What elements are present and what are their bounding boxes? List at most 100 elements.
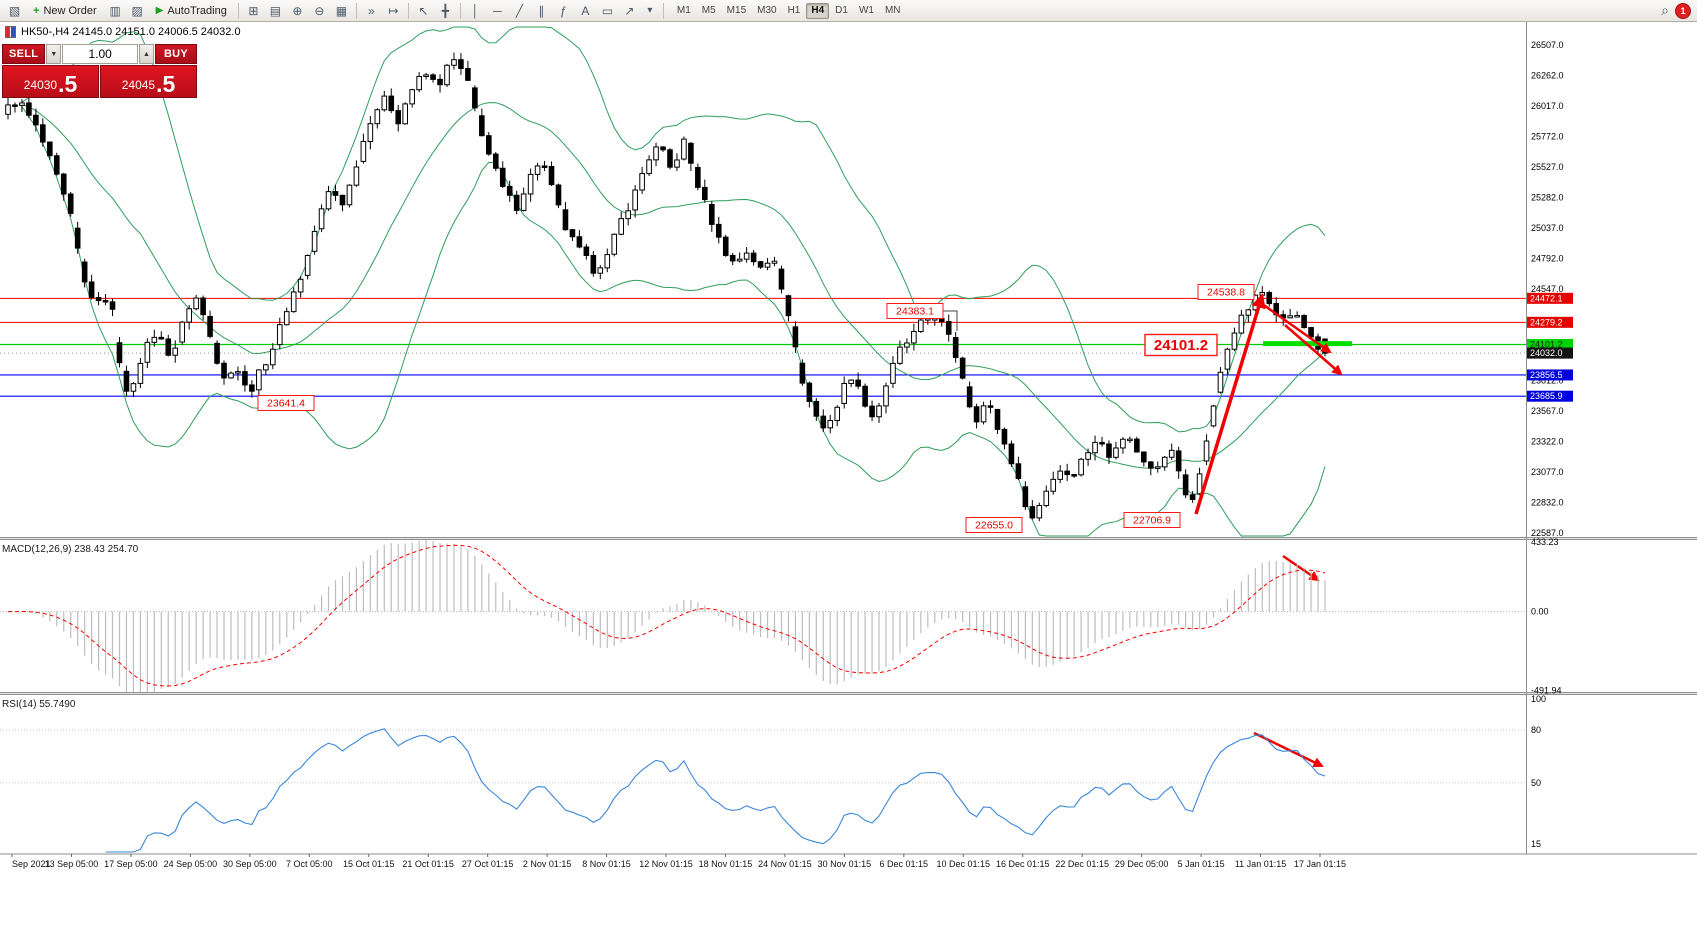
buy-price-main: 24045 (121, 78, 156, 92)
vertical-line-tool-icon[interactable]: │ (471, 3, 480, 18)
cursor-icon[interactable]: ↖ (418, 3, 429, 18)
svg-text:24 Nov 01:15: 24 Nov 01:15 (758, 859, 812, 869)
svg-text:8 Nov 01:15: 8 Nov 01:15 (582, 859, 631, 869)
svg-text:23077.0: 23077.0 (1531, 467, 1564, 477)
svg-text:RSI(14) 55.7490: RSI(14) 55.7490 (2, 699, 76, 710)
svg-text:30 Sep 05:00: 30 Sep 05:00 (223, 859, 277, 869)
svg-text:50: 50 (1531, 778, 1541, 788)
tile-windows-icon[interactable]: ▦ (335, 3, 348, 18)
arrows-tool-icon[interactable]: ↗ (624, 3, 635, 18)
chart-window-icon[interactable]: ▤ (269, 3, 282, 18)
macd-panel: 433.23 0.00 -491.94 MACD(12,26,9) 238.43 25… (0, 537, 1562, 696)
bollinger-bands (21, 26, 1326, 537)
buy-price-button[interactable]: 24045 .5 (100, 65, 197, 98)
svg-text:25282.0: 25282.0 (1531, 192, 1564, 202)
text-tool-icon[interactable]: A (581, 3, 590, 18)
autotrading-label: AutoTrading (167, 4, 227, 17)
timeframe-h1[interactable]: H1 (783, 3, 806, 19)
new-order-button[interactable]: + New Order (26, 2, 104, 20)
svg-text:26017.0: 26017.0 (1531, 101, 1564, 111)
autotrading-button[interactable]: ▶ AutoTrading (149, 2, 234, 20)
chart-region: 24538.8 24383.1 24101.2 23641.4 22655.0 22706… (0, 22, 1697, 943)
svg-text:22706.9: 22706.9 (1133, 515, 1171, 527)
svg-text:24101.2: 24101.2 (1530, 339, 1563, 349)
label-tool-icon[interactable]: ▭ (601, 3, 614, 18)
channel-tool-icon[interactable]: ∥ (538, 3, 545, 18)
timeframe-m1[interactable]: M1 (672, 3, 696, 19)
svg-text:2 Nov 01:15: 2 Nov 01:15 (523, 859, 572, 869)
plus-icon: + (33, 4, 40, 17)
symbol-ohlc-text: HK50-,H4 24145.0 24151.0 24006.5 24032.0 (21, 26, 241, 38)
timeframe-m5[interactable]: M5 (697, 3, 721, 19)
sell-button[interactable]: SELL (2, 44, 46, 64)
svg-text:23567.0: 23567.0 (1531, 406, 1564, 416)
svg-text:12 Nov 01:15: 12 Nov 01:15 (639, 859, 693, 869)
svg-text:30 Nov 01:15: 30 Nov 01:15 (818, 859, 872, 869)
svg-text:23641.4: 23641.4 (267, 398, 305, 410)
toolbar-right: ⌕ 1 (1661, 2, 1693, 19)
svg-text:5 Jan 01:15: 5 Jan 01:15 (1178, 859, 1225, 869)
sell-price-button[interactable]: 24030 .5 (2, 65, 99, 98)
chart-shift-icon[interactable]: ↦ (388, 3, 399, 18)
toolbar: ▧ + New Order ▥ ▨ ▶ AutoTrading ⊞ ▤ ⊕ ⊖ … (0, 0, 1697, 22)
symbol-info: HK50-,H4 24145.0 24151.0 24006.5 24032.0 (5, 26, 241, 38)
svg-text:24 Sep 05:00: 24 Sep 05:00 (164, 859, 218, 869)
svg-text:22 Dec 01:15: 22 Dec 01:15 (1055, 859, 1109, 869)
chart-type-icon (5, 26, 16, 38)
chevron-down-icon[interactable]: ▾ (647, 5, 653, 16)
buy-button[interactable]: BUY (155, 44, 197, 64)
profiles-icon[interactable]: ▨ (131, 3, 143, 18)
timeframe-d1[interactable]: D1 (830, 3, 853, 19)
auto-scroll-icon[interactable]: » (368, 3, 375, 18)
svg-text:25527.0: 25527.0 (1531, 162, 1564, 172)
svg-text:-491.94: -491.94 (1531, 686, 1562, 696)
volume-decrement-button[interactable]: ▼ (46, 44, 62, 64)
chart-canvas[interactable]: 24538.8 24383.1 24101.2 23641.4 22655.0 22706… (0, 22, 1697, 943)
toolbar-separator (237, 2, 239, 19)
svg-text:23812.0: 23812.0 (1531, 375, 1564, 385)
search-icon[interactable]: ⌕ (1661, 2, 1669, 18)
svg-text:22832.0: 22832.0 (1531, 497, 1564, 507)
horizontal-line-tool-icon[interactable]: ─ (493, 3, 502, 18)
trade-prices-row: 24030 .5 24045 .5 (2, 65, 197, 98)
zoom-in-icon[interactable]: ⊕ (292, 3, 303, 18)
timeframe-w1[interactable]: W1 (854, 3, 879, 19)
svg-text:10 Dec 01:15: 10 Dec 01:15 (936, 859, 990, 869)
zoom-out-icon[interactable]: ⊖ (314, 3, 325, 18)
svg-text:433.23: 433.23 (1531, 537, 1559, 547)
timeframe-h4[interactable]: H4 (806, 2, 830, 19)
svg-text:21 Oct 01:15: 21 Oct 01:15 (402, 859, 454, 869)
trendline-tool-icon[interactable]: ╱ (515, 3, 523, 18)
new-order-label: New Order (43, 4, 97, 17)
volume-increment-button[interactable]: ▲ (139, 44, 154, 64)
notification-badge[interactable]: 1 (1675, 2, 1691, 19)
svg-text:22655.0: 22655.0 (975, 520, 1013, 532)
toolbar-separator (662, 2, 664, 19)
toolbar-separator (407, 2, 409, 19)
crosshair-icon[interactable]: ╋ (441, 3, 449, 18)
svg-text:24279.2: 24279.2 (1530, 317, 1563, 327)
svg-text:25772.0: 25772.0 (1531, 131, 1564, 141)
price-axis: 26507.0 26262.0 26017.0 25772.0 25527.0 25282… (1527, 40, 1573, 538)
volume-input[interactable]: 1.00 (62, 44, 138, 64)
toolbar-separator (459, 2, 461, 19)
fibonacci-tool-icon[interactable]: ƒ (560, 3, 567, 18)
timeframe-group: M1 M5 M15 M30 H1 H4 D1 W1 MN (672, 2, 906, 19)
svg-text:100: 100 (1531, 694, 1546, 704)
charts-icon[interactable]: ▥ (109, 3, 121, 18)
svg-text:16 Dec 01:15: 16 Dec 01:15 (996, 859, 1050, 869)
svg-text:24472.1: 24472.1 (1530, 293, 1563, 303)
timeframe-m15[interactable]: M15 (722, 3, 751, 19)
svg-text:Sep 2021: Sep 2021 (12, 859, 51, 869)
svg-text:17 Sep 05:00: 17 Sep 05:00 (104, 859, 158, 869)
svg-text:80: 80 (1531, 725, 1541, 735)
terminal-icon[interactable]: ▧ (8, 3, 21, 18)
svg-text:MACD(12,26,9) 238.43 254.70: MACD(12,26,9) 238.43 254.70 (2, 544, 139, 555)
svg-text:25037.0: 25037.0 (1531, 223, 1564, 233)
svg-text:18 Nov 01:15: 18 Nov 01:15 (699, 859, 753, 869)
new-chart-icon[interactable]: ⊞ (248, 3, 259, 18)
timeframe-m30[interactable]: M30 (752, 3, 781, 19)
rsi-panel: 100 80 50 15 RSI(14) 55.7490 (0, 694, 1546, 853)
timeframe-mn[interactable]: MN (880, 3, 906, 19)
